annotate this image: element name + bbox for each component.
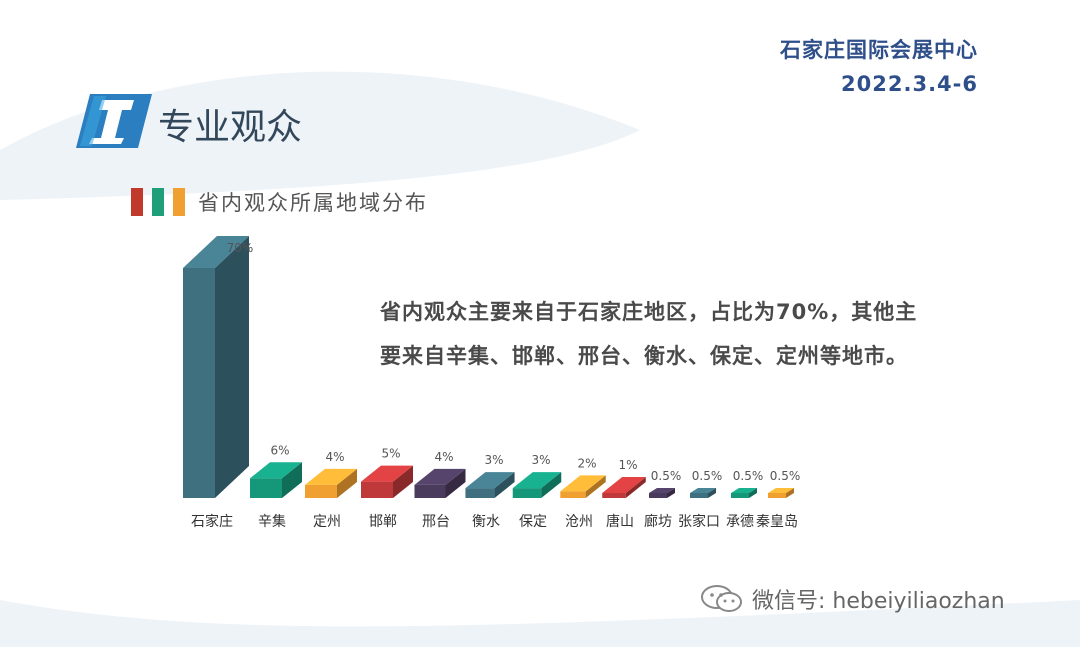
bar-front-7 xyxy=(560,491,586,498)
bar-side-5 xyxy=(494,472,515,498)
bar-top-2 xyxy=(305,468,357,485)
category-label-7: 沧州 xyxy=(565,513,593,530)
bar-front-6 xyxy=(512,488,542,498)
bar-front-4 xyxy=(414,484,446,498)
bar-value-label-10: 0.5% xyxy=(692,469,723,483)
bar-front-3 xyxy=(361,481,393,498)
section-title: 专业观众 xyxy=(158,107,303,148)
category-label-6: 保定 xyxy=(519,514,547,530)
bar-value-label-12: 0.5% xyxy=(770,469,801,483)
bar-value-label-8: 1% xyxy=(618,458,637,472)
venue-name: 石家庄国际会展中心 xyxy=(780,38,978,62)
category-label-10: 张家口 xyxy=(678,513,720,530)
category-label-3: 邯郸 xyxy=(369,514,397,530)
category-label-1: 辛集 xyxy=(258,513,286,530)
bar-front-2 xyxy=(305,484,337,498)
bar-front-9 xyxy=(649,493,667,498)
bar-side-12 xyxy=(786,488,794,498)
bar-top-7 xyxy=(560,475,606,492)
bar-front-11 xyxy=(731,493,749,498)
watermark-text: 微信号: hebeiyiliaozhan xyxy=(752,589,1005,614)
bar-side-0 xyxy=(215,236,249,498)
bar-side-6 xyxy=(541,472,562,498)
category-label-0: 石家庄 xyxy=(191,513,233,530)
bar-front-0 xyxy=(183,268,215,498)
tricolor-stripes-icon xyxy=(131,188,185,216)
bar-side-1 xyxy=(282,462,302,498)
bar-side-4 xyxy=(445,468,466,498)
wechat-icon xyxy=(701,585,742,612)
bar-top-11 xyxy=(731,488,757,493)
bar-top-12 xyxy=(768,488,794,493)
bar-value-label-5: 3% xyxy=(484,453,503,467)
bar-top-0 xyxy=(183,236,249,268)
bar-value-label-4: 4% xyxy=(434,450,453,464)
bar-value-label-11: 0.5% xyxy=(733,469,764,483)
bar-top-10 xyxy=(690,488,716,493)
bar-top-9 xyxy=(649,488,675,493)
bar-front-8 xyxy=(602,493,626,498)
summary-line-1: 省内观众主要来自于石家庄地区，占比为70%，其他主 xyxy=(380,300,918,324)
bar-top-1 xyxy=(250,462,302,479)
section-logo-icon xyxy=(76,94,152,148)
bar-front-5 xyxy=(465,488,495,498)
bar-side-8 xyxy=(625,477,646,498)
bar-front-10 xyxy=(690,493,708,498)
bar-side-9 xyxy=(667,488,675,498)
bar-top-8 xyxy=(602,477,646,493)
bar-side-10 xyxy=(708,488,716,498)
bar-value-label-6: 3% xyxy=(531,453,550,467)
bar-value-label-9: 0.5% xyxy=(651,469,682,483)
summary-text: 省内观众主要来自于石家庄地区，占比为70%，其他主 要来自辛集、邯郸、邢台、衡水… xyxy=(380,290,970,378)
bar-top-6 xyxy=(512,472,562,489)
summary-line-2: 要来自辛集、邯郸、邢台、衡水、保定、定州等地市。 xyxy=(380,344,908,368)
bar-front-12 xyxy=(768,493,786,498)
bar-side-3 xyxy=(393,465,413,498)
bar-value-label-3: 5% xyxy=(381,447,400,461)
category-label-4: 邢台 xyxy=(422,514,450,530)
bar-value-label-0: 70% xyxy=(227,241,254,255)
category-label-9: 廊坊 xyxy=(644,513,672,530)
chart-subtitle: 省内观众所属地域分布 xyxy=(198,191,428,215)
bar-side-11 xyxy=(749,488,757,498)
bar-top-5 xyxy=(465,472,515,489)
bar-top-4 xyxy=(414,468,466,485)
bar-value-label-7: 2% xyxy=(577,456,596,470)
category-label-8: 唐山 xyxy=(606,513,634,530)
category-label-2: 定州 xyxy=(313,514,341,530)
category-label-12: 秦皇岛 xyxy=(756,514,798,530)
bar-value-label-1: 6% xyxy=(270,443,289,457)
bar-front-1 xyxy=(250,478,282,498)
bar-side-2 xyxy=(337,468,357,498)
bar-top-3 xyxy=(361,465,413,482)
category-label-5: 衡水 xyxy=(472,514,500,530)
bar-value-label-2: 4% xyxy=(325,450,344,464)
wechat-watermark: 微信号: hebeiyiliaozhan xyxy=(700,582,1060,616)
event-date: 2022.3.4-6 xyxy=(841,72,978,96)
category-label-11: 承德 xyxy=(726,514,754,530)
bar-side-7 xyxy=(585,475,606,498)
